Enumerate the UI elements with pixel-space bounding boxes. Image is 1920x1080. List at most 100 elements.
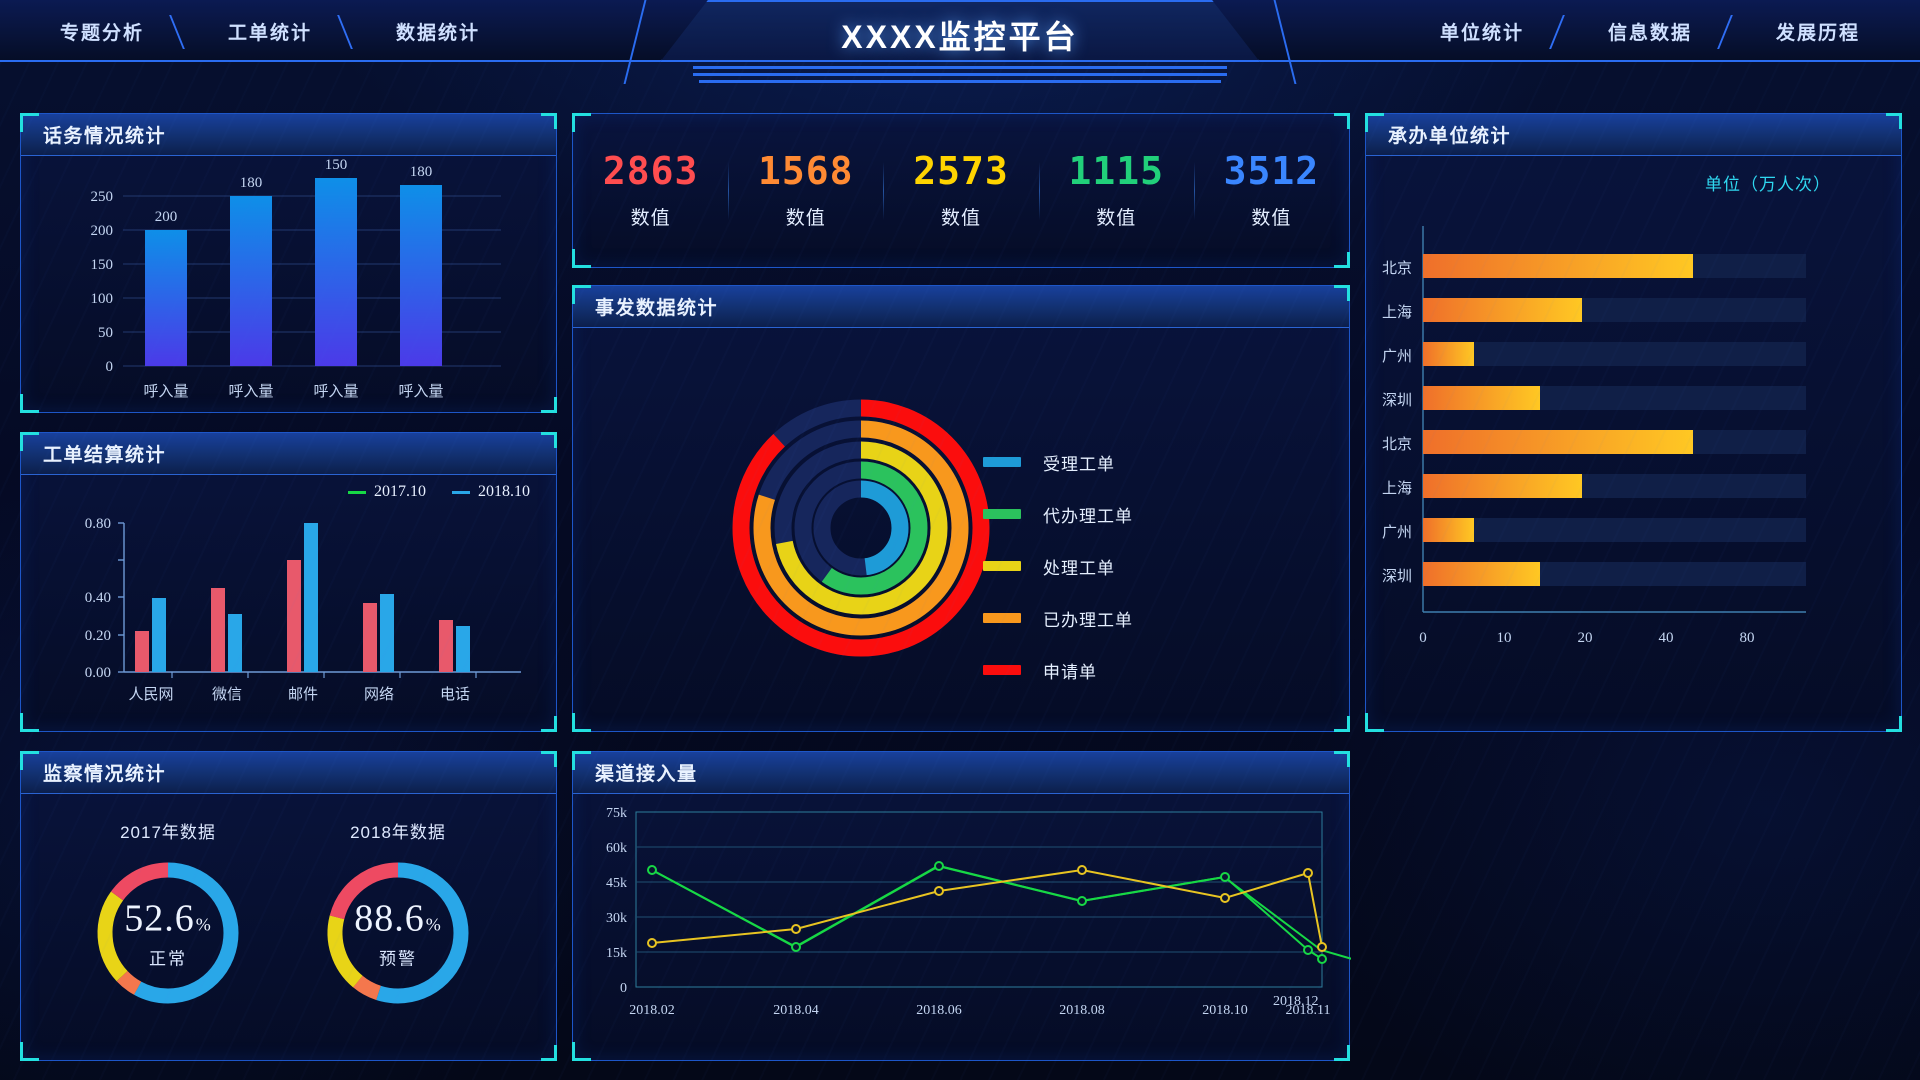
kpi-label: 数值 [785,207,826,229]
bar-2017 [211,588,225,672]
legend-swatch-icon [348,490,366,494]
svg-text:75k: 75k [606,806,627,821]
bar [145,230,187,366]
panel-header: 事发数据统计 [573,286,1349,328]
bar-guangzhou-1 [1423,342,1474,366]
nav-item-0[interactable]: 专题分析 [60,22,145,44]
donut-2017: 2017年数据 52.6% 正常 [53,818,283,1013]
line-markers-green [647,861,1327,964]
legend-swatch-icon [452,490,470,494]
panel-settlement-stats: 工单结算统计 2017.10 2018.10 [20,432,557,732]
bar-shanghai-1 [1423,298,1582,322]
svg-text:100: 100 [91,291,114,307]
panel-title: 监察情况统计 [43,764,167,785]
y-tick-label: 广州 [1382,524,1412,541]
bar-beijing-2 [1423,430,1693,454]
title-trapezoid [660,0,1260,62]
unit-note: 单位（万人次） [1705,175,1831,194]
panel-inspection-stats: 监察情况统计 2017年数据 52.6% 正常 [20,751,557,1061]
bar-shanghai-2 [1423,474,1582,498]
title-underline-icon [670,62,1250,84]
legend-label: 处理工单 [1043,558,1115,578]
panel-body: 2017.10 2018.10 0.80 0.40 0.20 0.00 [21,475,556,731]
kpi-card-3[interactable]: 1115 数值 [1038,152,1194,230]
x-tick-label: 2018.10 [1202,1003,1248,1018]
bar [230,196,272,366]
ring-processed [753,420,969,636]
x-tick-label: 2018.02 [629,1003,675,1018]
y-tick-label: 上海 [1382,304,1412,321]
ring-processing [774,441,948,615]
line-series-green [651,864,1353,960]
legend-label: 受理工单 [1043,454,1115,474]
legend-item-2018[interactable]: 2018.10 [452,483,530,501]
legend-item-pending[interactable]: 代办理工单 [983,495,1133,533]
panel-body: 250 200 150 100 50 0 200 180 150 180 呼入量… [21,156,556,412]
legend-item-accepted[interactable]: 受理工单 [983,443,1133,481]
bar-2018 [228,614,242,672]
ring-accepted [813,480,909,576]
panel-kpi-strip: 2863 数值 1568 数值 2573 数值 1115 数值 3512 数值 [572,113,1350,268]
svg-text:15k: 15k [606,946,627,961]
line-markers-yellow [647,865,1327,952]
bar-guangzhou-2 [1423,518,1474,542]
x-tick-label: 2018.06 [916,1003,962,1018]
settlement-grouped-bar-chart: 0.80 0.40 0.20 0.00 [85,516,521,703]
svg-text:30k: 30k [606,911,627,926]
legend-swatch-icon [983,561,1021,571]
kpi-card-2[interactable]: 2573 数值 [883,152,1038,230]
donut-2018: 2018年数据 88.6% 预警 [283,818,513,1013]
svg-text:0.00: 0.00 [85,665,111,681]
y-tick-label: 深圳 [1382,392,1412,409]
nav-item-5[interactable]: 发展历程 [1775,22,1860,44]
bar-2017 [135,631,149,672]
kpi-card-1[interactable]: 1568 数值 [728,152,883,230]
nav-item-3[interactable]: 单位统计 [1439,22,1524,44]
legend-item-processed[interactable]: 已办理工单 [983,599,1133,637]
panel-unit-stats: 承办单位统计 单位（万人次） [1365,113,1902,732]
bar-2018 [152,598,166,672]
y-tick-label: 广州 [1382,348,1412,365]
x-tick-label: 网络 [364,686,394,703]
donut-title: 2018年数据 [350,823,446,842]
svg-text:45k: 45k [606,876,627,891]
nav-item-4[interactable]: 信息数据 [1607,22,1692,44]
donut-segment-yellow [97,862,239,1004]
panel-call-stats: 话务情况统计 250 200 150 100 50 0 [20,113,557,413]
incident-radial-chart [732,399,990,657]
bar-2018 [380,594,394,672]
svg-text:150: 150 [91,257,114,273]
legend-item-application[interactable]: 申请单 [983,651,1133,689]
legend-item-2017[interactable]: 2017.10 [348,483,426,501]
bar-2017 [287,560,301,672]
bar-value-label: 180 [410,164,433,180]
bar-beijing-1 [1423,254,1693,278]
svg-text:0: 0 [620,981,627,996]
kpi-card-0[interactable]: 2863 数值 [573,152,728,230]
x-tick-label: 80 [1740,630,1755,646]
legend-label: 2017.10 [374,483,426,500]
bar-2017 [439,620,453,672]
svg-text:0: 0 [106,359,114,375]
x-tick-label: 2018.11 [1286,1003,1331,1018]
panel-body: 单位（万人次） [1366,156,1901,731]
nav-item-1[interactable]: 工单统计 [228,22,313,44]
svg-text:60k: 60k [606,841,627,856]
ring-application [732,399,990,657]
ring-pending [794,461,928,595]
nav-left: 专题分析 工单统计 数据统计 [60,0,480,62]
x-tick-label: 2018.08 [1059,1003,1105,1018]
legend-swatch-icon [983,665,1021,675]
app-header: 专题分析 工单统计 数据统计 单位统计 信息数据 发展历程 XXXX监控平台 [0,0,1920,88]
nav-separator-icon [334,13,374,49]
kpi-value: 2863 [602,148,699,193]
panel-body: 75k 60k 45k 30k 15k 0 [573,794,1353,1060]
panel-incident-stats: 事发数据统计 受理工单 [572,285,1350,732]
app-title-banner: XXXX监控平台 [623,0,1297,88]
y-tick-label: 北京 [1382,436,1412,453]
bar [400,185,442,366]
legend-item-processing[interactable]: 处理工单 [983,547,1133,585]
nav-item-2[interactable]: 数据统计 [396,22,481,44]
kpi-label: 数值 [1251,207,1292,229]
kpi-card-4[interactable]: 3512 数值 [1193,152,1349,230]
